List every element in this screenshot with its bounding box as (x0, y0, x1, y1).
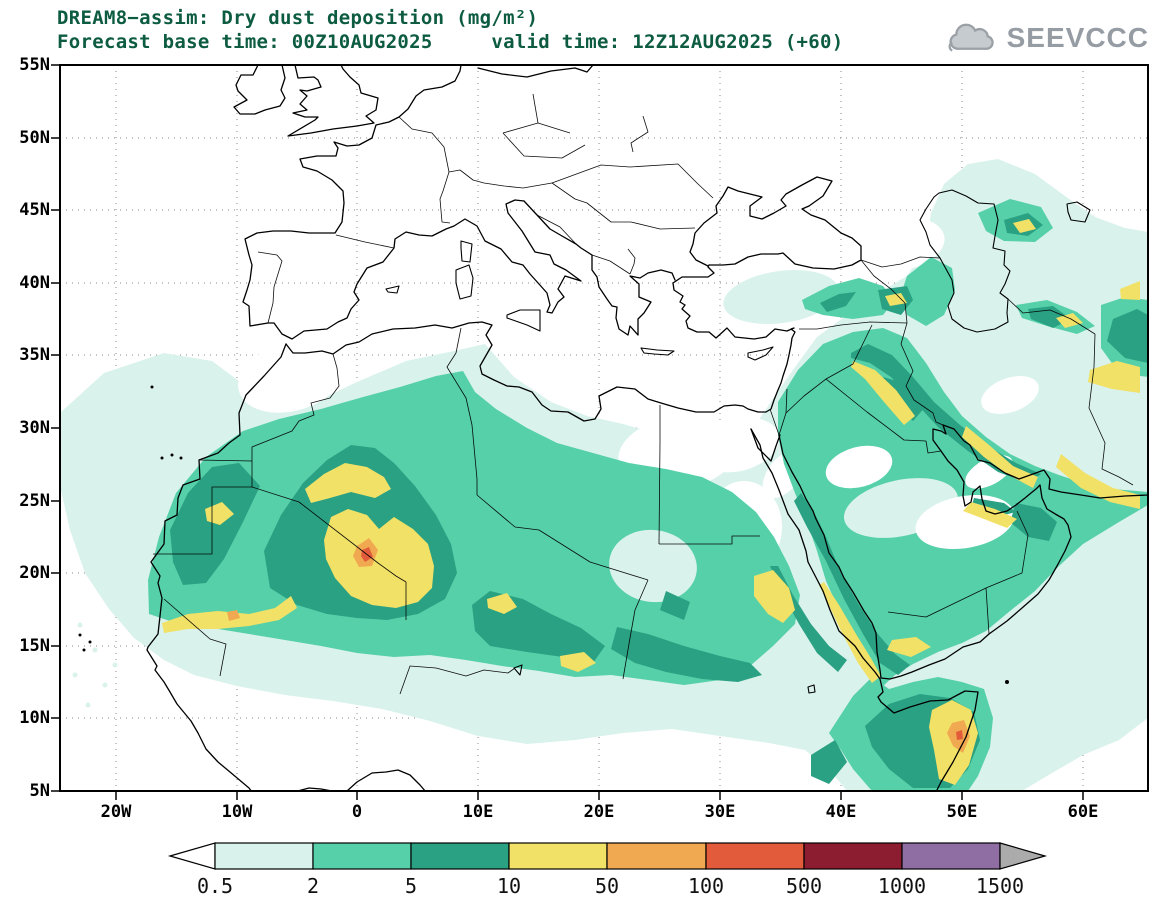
legend-label: 2 (307, 874, 319, 898)
legend-label: 50 (595, 874, 619, 898)
legend-segment (214, 842, 314, 870)
lat-tick-label: 50N (19, 128, 50, 148)
plot-title-line2: Forecast base time: 00Z10AUG2025 valid t… (57, 31, 844, 53)
lat-tick-label: 5N (30, 781, 50, 801)
lon-tick-label: 50E (947, 802, 978, 822)
plot-title-line1: DREAM8−assim: Dry dust deposition (mg/m²… (57, 7, 539, 29)
lon-tick-label: 30E (705, 802, 736, 822)
lon-tick-label: 10E (463, 802, 494, 822)
legend-label: 1500 (976, 874, 1024, 898)
axis-ticks (51, 64, 1084, 800)
legend-segment (606, 842, 707, 870)
contour-fills (60, 159, 1148, 791)
lat-tick-label: 30N (19, 418, 50, 438)
legend-segment (312, 842, 412, 870)
lon-tick-label: 60E (1068, 802, 1099, 822)
legend-segment (901, 842, 1001, 870)
lon-tick-label: 20W (101, 802, 132, 822)
lat-tick-label: 35N (19, 345, 50, 365)
legend-segment (508, 842, 608, 870)
lon-tick-label: 10W (222, 802, 253, 822)
legend-segment (803, 842, 903, 870)
lon-tick-label: 20E (584, 802, 615, 822)
lat-tick-label: 10N (19, 708, 50, 728)
legend-label: 10 (497, 874, 521, 898)
colorbar: 0.5 2 5 10 50 100 500 1000 1500 (167, 842, 1048, 898)
coastlines (78, 65, 1148, 791)
lat-tick-label: 40N (19, 273, 50, 293)
legend-label: 1000 (878, 874, 926, 898)
lat-tick-label: 20N (19, 563, 50, 583)
legend-label: 0.5 (197, 874, 233, 898)
legend-label: 500 (786, 874, 822, 898)
legend-label: 5 (405, 874, 417, 898)
lat-tick-label: 15N (19, 636, 50, 656)
colorbar-labels: 0.5 2 5 10 50 100 500 1000 1500 (197, 874, 1024, 898)
colorbar-over-arrow (999, 842, 1048, 870)
lat-axis-labels: 55N 50N 45N 40N 35N 30N 25N 20N 15N 10N … (19, 55, 50, 801)
legend-segment (410, 842, 510, 870)
lon-axis-labels: 20W 10W 0 10E 20E 30E 40E 50E 60E (101, 802, 1099, 822)
legend-segment (705, 842, 805, 870)
seevccc-logo: SEEVCCC (945, 20, 1149, 56)
lat-tick-label: 25N (19, 491, 50, 511)
cloud-icon (948, 23, 994, 52)
lon-tick-label: 40E (826, 802, 857, 822)
seevccc-logo-text: SEEVCCC (1006, 22, 1149, 53)
colorbar-under-arrow (167, 842, 216, 870)
legend-label: 100 (688, 874, 724, 898)
lat-tick-label: 45N (19, 200, 50, 220)
lat-tick-label: 55N (19, 55, 50, 75)
lon-tick-label: 0 (352, 802, 362, 822)
country-borders (153, 93, 1134, 695)
